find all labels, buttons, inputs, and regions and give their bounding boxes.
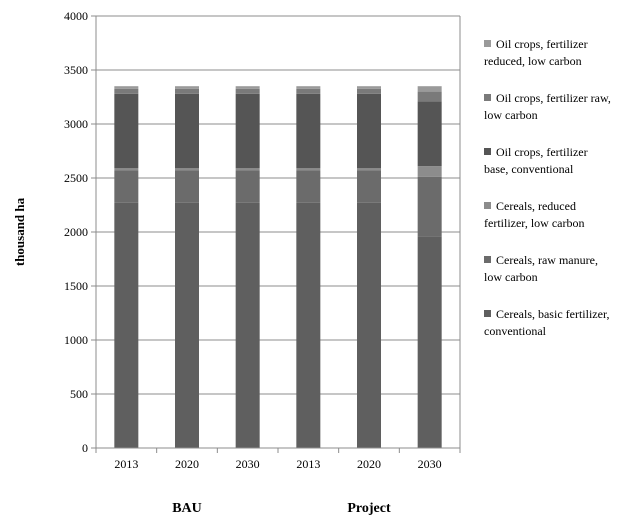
bar-segment: [114, 202, 139, 448]
bar-segment: [175, 168, 199, 171]
bar-segment: [417, 166, 442, 177]
y-tick-label: 500: [70, 387, 88, 401]
bar-segment: [114, 86, 139, 89]
legend-swatch: [484, 148, 491, 155]
bar-segment: [296, 168, 321, 171]
bar-segment: [357, 202, 381, 448]
legend-label: conventional: [484, 324, 547, 338]
legend-swatch: [484, 40, 491, 47]
bar-segment: [357, 93, 381, 169]
bar-segment: [235, 86, 260, 89]
group-label: Project: [347, 501, 391, 516]
legend-swatch: [484, 94, 491, 101]
bar-segment: [114, 88, 139, 94]
bar-segment: [296, 202, 321, 448]
x-tick-label: 2020: [357, 457, 381, 471]
legend: Oil crops, fertilizer reduced, low carbon…: [484, 37, 611, 338]
legend-label: Oil crops, fertilizer raw,: [496, 91, 611, 105]
gridlines: [96, 15, 460, 449]
x-tick-labels: 2013 2020 2030 2013 2020 2030: [114, 457, 441, 471]
y-tick-label: 1500: [64, 279, 88, 293]
bar-segment: [114, 93, 139, 169]
legend-swatch: [484, 256, 491, 263]
bar-segment: [235, 202, 260, 448]
group-label: BAU: [172, 501, 202, 516]
bar-segment: [417, 101, 442, 167]
x-tick-label: 2020: [175, 457, 199, 471]
legend-label: base, conventional: [484, 162, 574, 176]
bar-segment: [357, 168, 381, 171]
y-tick-label: 0: [82, 441, 88, 455]
y-axis-label: thousand ha: [12, 197, 27, 266]
bar-segment: [417, 91, 442, 102]
group-labels: BAU Project: [172, 501, 391, 516]
legend-label: Oil crops, fertilizer: [496, 145, 588, 159]
bar-segment: [175, 170, 199, 203]
bar-segment: [175, 88, 199, 94]
bar-segment: [417, 176, 442, 237]
bars: [114, 86, 442, 448]
bar-segment: [357, 170, 381, 203]
y-tick-label: 3500: [64, 63, 88, 77]
y-tick-label: 3000: [64, 117, 88, 131]
bar-segment: [417, 86, 442, 92]
legend-label: low carbon: [484, 108, 538, 122]
x-tick-label: 2030: [418, 457, 442, 471]
legend-label: Cereals, basic fertilizer,: [496, 307, 609, 321]
bar-segment: [235, 168, 260, 171]
legend-label: low carbon: [484, 270, 538, 284]
bar-segment: [175, 86, 199, 89]
bar-segment: [296, 88, 321, 94]
y-tick-label: 4000: [64, 9, 88, 23]
x-tick-label: 2030: [236, 457, 260, 471]
bar-segment: [175, 93, 199, 169]
x-tick-label: 2013: [296, 457, 320, 471]
legend-swatch: [484, 202, 491, 209]
bar-segment: [357, 88, 381, 94]
bar-segment: [296, 170, 321, 203]
x-tick-label: 2013: [114, 457, 138, 471]
legend-label: Cereals, reduced: [496, 199, 576, 213]
bar-segment: [235, 170, 260, 203]
bar-segment: [175, 202, 199, 448]
bar-segment: [296, 86, 321, 89]
legend-label: Cereals, raw manure,: [496, 253, 598, 267]
bar-segment: [417, 236, 442, 448]
bar-segment: [357, 86, 381, 89]
y-tick-label: 1000: [64, 333, 88, 347]
y-tick-labels: 0 500 1000 1500 2000 2500 3000 3500 4000: [64, 9, 96, 455]
bar-segment: [114, 168, 139, 171]
y-tick-label: 2500: [64, 171, 88, 185]
legend-label: Oil crops, fertilizer: [496, 37, 588, 51]
axes: [95, 16, 461, 453]
y-tick-label: 2000: [64, 225, 88, 239]
bar-segment: [235, 88, 260, 94]
bar-segment: [114, 170, 139, 203]
legend-label: reduced, low carbon: [484, 54, 582, 68]
bar-segment: [296, 93, 321, 169]
legend-label: fertilizer, low carbon: [484, 216, 584, 230]
legend-swatch: [484, 310, 491, 317]
bar-segment: [235, 93, 260, 169]
